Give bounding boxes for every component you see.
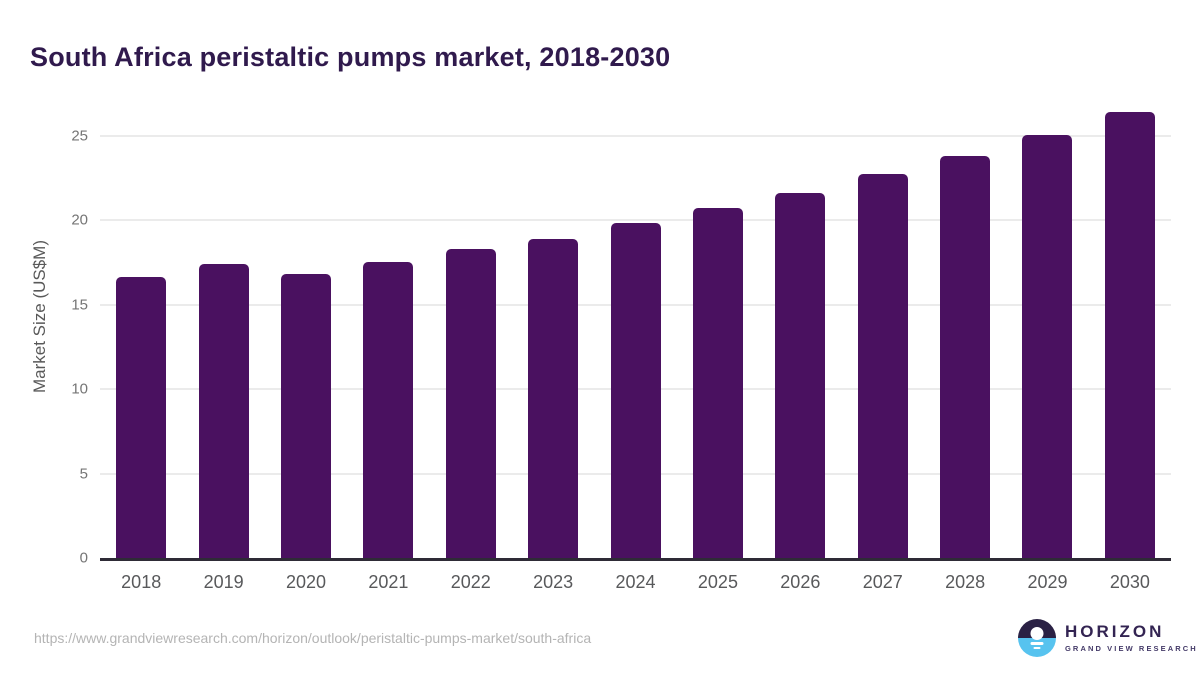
bar-2030[interactable] xyxy=(1104,112,1155,558)
x-tick-label-2024: 2024 xyxy=(615,572,656,592)
x-tick-label-2022: 2022 xyxy=(450,572,491,592)
x-tick-label-2021: 2021 xyxy=(368,572,409,592)
y-tick-label: 0 xyxy=(79,549,88,567)
source-url: https://www.grandviewresearch.com/horizo… xyxy=(34,630,592,646)
bar-2020[interactable] xyxy=(280,274,331,558)
x-tick-label-2025: 2025 xyxy=(697,572,738,592)
x-tick-label-2026: 2026 xyxy=(780,572,821,592)
x-tick-label-2018: 2018 xyxy=(121,572,162,592)
horizon-logo-icon xyxy=(1018,619,1056,657)
bar-2028[interactable] xyxy=(940,156,991,558)
y-tick-label: 15 xyxy=(71,296,88,313)
bar-2019[interactable] xyxy=(198,264,249,558)
bar-2026[interactable] xyxy=(775,193,826,558)
bar-2018[interactable] xyxy=(116,277,167,558)
bar-slot xyxy=(759,100,841,558)
gridline xyxy=(100,134,1171,137)
bar-2025[interactable] xyxy=(692,208,743,558)
bar-2024[interactable] xyxy=(610,223,661,558)
bar-slot xyxy=(182,100,264,558)
bar-slot xyxy=(430,100,512,558)
sun-icon xyxy=(1030,627,1044,640)
plot-area xyxy=(100,100,1171,561)
bar-slot xyxy=(265,100,347,558)
bar-slot xyxy=(924,100,1006,558)
gridline xyxy=(100,219,1171,221)
bar-slot xyxy=(677,100,759,558)
logo-subtitle: GRAND VIEW RESEARCH xyxy=(1065,643,1198,653)
bar-slot xyxy=(347,100,429,558)
logo-name: HORIZON xyxy=(1065,622,1165,642)
y-tick-label: 10 xyxy=(71,380,88,398)
bar-series xyxy=(100,100,1171,558)
bar-slot xyxy=(100,100,182,558)
x-tick-label-2028: 2028 xyxy=(945,572,986,592)
y-tick-label: 20 xyxy=(71,211,88,229)
bar-2021[interactable] xyxy=(363,262,414,558)
water-line-icon xyxy=(1033,647,1041,649)
horizon-logo: HORIZON GRAND VIEW RESEARCH xyxy=(1018,619,1198,657)
x-tick-label-2029: 2029 xyxy=(1027,572,1068,592)
bar-2027[interactable] xyxy=(857,174,908,558)
logo-text: HORIZON GRAND VIEW RESEARCH xyxy=(1065,622,1198,653)
bar-slot xyxy=(512,100,594,558)
bar-slot xyxy=(1089,100,1171,558)
water-line-icon xyxy=(1030,642,1044,645)
bar-slot xyxy=(842,100,924,558)
y-axis-tick-labels: 0 5 10 15 20 25 xyxy=(0,100,88,566)
bar-2022[interactable] xyxy=(445,249,496,558)
x-tick-label-2020: 2020 xyxy=(285,572,326,592)
x-tick-label-2019: 2019 xyxy=(203,572,244,592)
page-title: South Africa peristaltic pumps market, 2… xyxy=(30,42,671,73)
bar-slot xyxy=(1006,100,1088,558)
y-tick-label: 5 xyxy=(79,465,88,482)
bar-slot xyxy=(594,100,676,558)
x-tick-label-2027: 2027 xyxy=(862,572,903,592)
x-tick-label-2030: 2030 xyxy=(1109,572,1150,592)
x-tick-label-2023: 2023 xyxy=(533,572,574,592)
y-tick-label: 25 xyxy=(71,127,88,144)
x-axis-tick-labels: 2018 2019 2020 2021 2022 2023 2024 2025 2026 2027… xyxy=(100,572,1171,593)
bar-2029[interactable] xyxy=(1022,135,1073,558)
bar-2023[interactable] xyxy=(528,239,579,558)
